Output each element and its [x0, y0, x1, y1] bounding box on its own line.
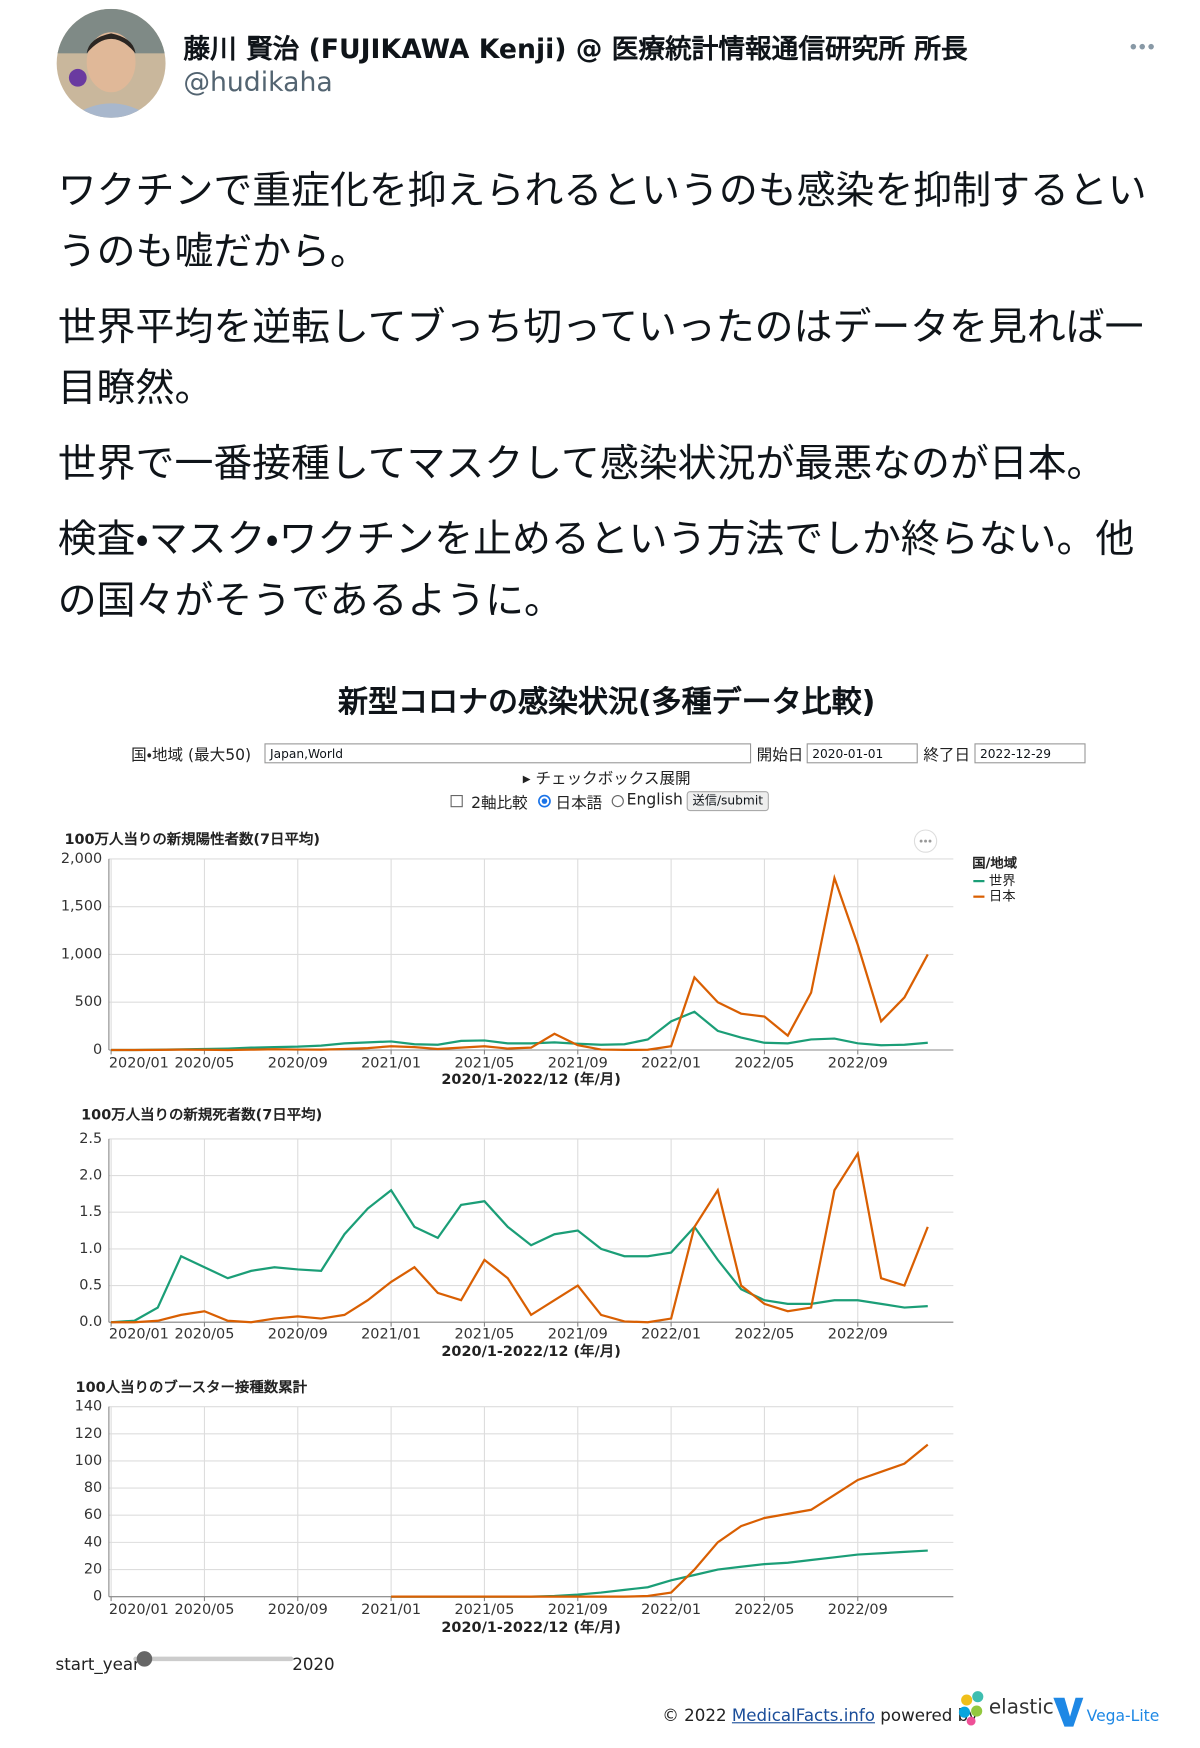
vega-text: Vega-Lite: [1087, 1707, 1160, 1725]
y-tick-label: 100: [75, 1453, 103, 1469]
series-line: [111, 873, 929, 1052]
y-tick-label: 1,500: [61, 899, 102, 915]
region-label: 国・地域 (最大50): [131, 746, 252, 765]
legend-label: 世界: [989, 873, 1016, 889]
checkbox[interactable]: [450, 794, 463, 808]
x-tick-label: 2022/09: [828, 1326, 888, 1342]
end-label: 終了日: [923, 746, 970, 765]
y-tick-label: 60: [84, 1507, 102, 1523]
x-tick-label: 2021/09: [548, 1055, 608, 1071]
series-line: [391, 1549, 928, 1598]
x-tick-label: 2020/01: [109, 1055, 169, 1071]
radio-ja[interactable]: [538, 794, 551, 808]
author-name[interactable]: 藤川 賢治 (FUJIKAWA Kenji) @ 医療統計情報通信研究所 所長: [183, 33, 968, 65]
dual-axis-label[interactable]: 2軸比較: [471, 794, 528, 813]
x-tick-label: 2022/01: [641, 1326, 701, 1342]
radio-en[interactable]: [611, 794, 624, 808]
y-tick-label: 20: [84, 1562, 102, 1578]
legend-label: 日本: [989, 889, 1016, 905]
x-tick-label: 2020/09: [268, 1326, 328, 1342]
powered-by: powered by: [880, 1705, 979, 1726]
x-tick-label: 2021/05: [454, 1326, 514, 1342]
x-tick-label: 2022/09: [828, 1602, 888, 1618]
series-line: [111, 1188, 928, 1324]
lang-en-label[interactable]: English: [626, 791, 683, 809]
x-axis-title: 2020/1-2022/12 (年/月): [441, 1342, 620, 1360]
author-handle[interactable]: @hudikaha: [183, 66, 333, 98]
y-tick-label: 120: [75, 1426, 103, 1442]
y-tick-label: 2.0: [79, 1168, 102, 1184]
x-tick-label: 2021/05: [454, 1602, 514, 1618]
paragraph: 世界平均を逆転してブっち切っていったのはデータを見れば一目瞭然。: [57, 305, 1144, 412]
x-tick-label: 2020/05: [174, 1055, 234, 1071]
x-tick-label: 2020/05: [174, 1602, 234, 1618]
x-tick-label: 2022/05: [734, 1055, 794, 1071]
tweet-text: ワクチンで重症化を抑えられるというのも感染を抑制するというのも嘘だから。 世界平…: [58, 161, 1158, 647]
region-input[interactable]: Japan,World: [264, 743, 752, 764]
y-tick-label: 40: [84, 1534, 102, 1550]
x-tick-label: 2021/01: [361, 1055, 421, 1071]
start-input[interactable]: 2020-01-01: [806, 743, 918, 764]
series-line: [111, 1150, 929, 1324]
y-tick-label: 1,000: [61, 946, 102, 962]
footer: © 2022 MedicalFacts.info powered by: [662, 1706, 978, 1726]
x-tick-label: 2020/05: [174, 1326, 234, 1342]
y-tick-label: 80: [84, 1480, 102, 1496]
x-axis-title: 2020/1-2022/12 (年/月): [441, 1070, 620, 1088]
legend-title: 国/地域: [972, 854, 1018, 871]
paragraph: 世界で一番接種してマスクして感染状況が最悪なのが日本。: [57, 442, 1106, 487]
slider-label: start_year: [55, 1654, 140, 1675]
chart-title: 100人当りのブースター接種数累計: [76, 1378, 308, 1396]
vega-logo: [1053, 1697, 1084, 1727]
y-tick-label: 140: [75, 1399, 103, 1415]
x-tick-label: 2022/05: [734, 1602, 794, 1618]
x-tick-label: 2022/09: [828, 1055, 888, 1071]
expand-toggle[interactable]: ▸ チェックボックス展開: [522, 769, 691, 788]
app-title: 新型コロナの感染状況(多種データ比較): [337, 685, 876, 720]
y-tick-label: 0: [93, 1042, 102, 1058]
series-line: [111, 1010, 928, 1052]
site-link[interactable]: MedicalFacts.info: [731, 1705, 875, 1726]
y-tick-label: 500: [75, 994, 103, 1010]
x-tick-label: 2021/01: [361, 1326, 421, 1342]
x-tick-label: 2020/09: [268, 1602, 328, 1618]
paragraph: 検査・マスク・ワクチンを止めるという方法でしか終らない。他の国々がそうであるよう…: [57, 517, 1135, 624]
x-tick-label: 2020/01: [109, 1326, 169, 1342]
submit-button[interactable]: 送信/submit: [686, 791, 769, 812]
chart-menu[interactable]: [913, 829, 938, 853]
y-tick-label: 1.5: [79, 1204, 102, 1220]
series-line: [391, 1443, 929, 1598]
y-tick-label: 2,000: [61, 851, 102, 867]
radio-dot: [541, 798, 548, 804]
x-tick-label: 2021/09: [548, 1326, 608, 1342]
end-input[interactable]: 2022-12-29: [974, 743, 1086, 764]
x-tick-label: 2020/09: [268, 1055, 328, 1071]
y-tick-label: 0.5: [79, 1278, 102, 1294]
slider-value: 2020: [292, 1654, 335, 1675]
x-tick-label: 2020/01: [109, 1602, 169, 1618]
x-axis-title: 2020/1-2022/12 (年/月): [441, 1618, 620, 1636]
x-tick-label: 2022/05: [734, 1326, 794, 1342]
y-tick-label: 0: [93, 1589, 102, 1605]
y-tick-label: 1.0: [79, 1241, 102, 1257]
copyright: © 2022: [662, 1705, 727, 1726]
y-tick-label: 0.0: [79, 1314, 102, 1330]
avatar: [56, 8, 166, 118]
chart-title: 100万人当りの新規陽性者数(7日平均): [64, 830, 320, 848]
x-tick-label: 2021/05: [454, 1055, 514, 1071]
start-label: 開始日: [756, 746, 804, 765]
elastic-text: elastic: [989, 1694, 1054, 1718]
lang-ja-label[interactable]: 日本語: [555, 794, 603, 813]
chart-title: 100万人当りの新規死者数(7日平均): [81, 1106, 322, 1124]
more-menu[interactable]: [1130, 43, 1154, 50]
x-tick-label: 2022/01: [641, 1055, 701, 1071]
paragraph: ワクチンで重症化を抑えられるというのも感染を抑制するというのも嘘だから。: [57, 168, 1147, 275]
x-tick-label: 2021/09: [548, 1602, 608, 1618]
x-tick-label: 2021/01: [361, 1602, 421, 1618]
y-tick-label: 2.5: [79, 1131, 102, 1147]
x-tick-label: 2022/01: [641, 1602, 701, 1618]
